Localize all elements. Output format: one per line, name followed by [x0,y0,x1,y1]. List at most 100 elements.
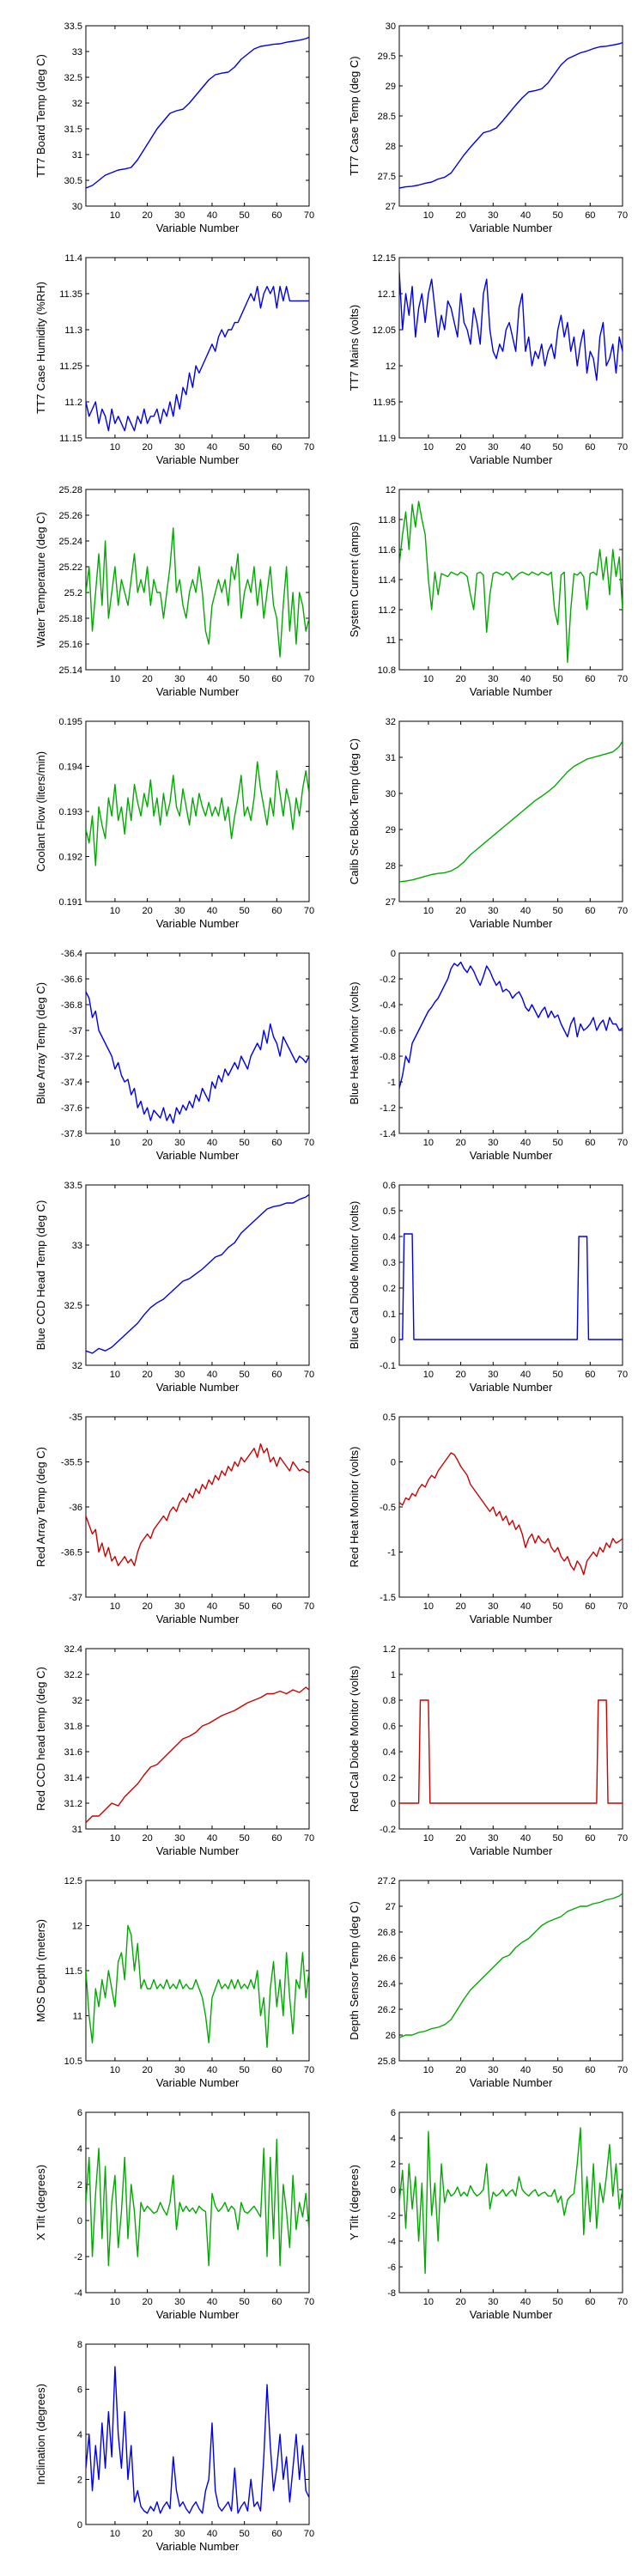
y-tick-label: 0 [77,2216,82,2227]
series-line [399,271,623,381]
y-axis-label: Blue Array Temp (deg C) [34,982,47,1104]
y-tick-label: -8 [387,2288,396,2299]
x-tick-label: 50 [553,2065,563,2075]
x-tick-label: 40 [207,210,217,221]
y-axis-label: Red Heat Monitor (volts) [348,1447,361,1568]
chart-panel-4: 10 20 30 40 50 60 70 11.9 11.95 12 12.05 12.1 12.15 V… [348,253,628,466]
series-line [399,2127,623,2275]
x-tick-label: 20 [455,1833,465,1844]
y-tick-label: 0.2 [383,1773,396,1783]
y-tick-label: -36.8 [61,1000,82,1011]
y-tick-label: 11.3 [64,325,82,336]
x-tick-label: 40 [520,2297,531,2307]
x-tick-label: 60 [585,2297,595,2307]
y-tick-label: 1.2 [383,1644,396,1655]
x-tick-label: 20 [142,674,152,684]
x-tick-label: 70 [304,906,314,916]
x-tick-label: 30 [174,906,185,916]
x-tick-label: 30 [174,674,185,684]
y-axis-label: Inclination (degrees) [34,2384,47,2485]
plot-frame [398,25,623,207]
x-tick-label: 30 [174,442,185,453]
x-tick-label: 30 [488,906,498,916]
y-tick-label: 30 [386,21,396,32]
x-tick-label: 70 [304,674,314,684]
x-axis-label: Variable Number [470,1149,553,1162]
y-tick-label: 32 [72,99,82,109]
x-tick-label: 70 [617,1370,628,1380]
x-tick-label: 40 [207,442,217,453]
chart-panel-7: 10 20 30 40 50 60 70 0.191 0.192 0.193 0.194 0.195 V… [34,717,314,930]
x-tick-label: 60 [271,2297,282,2307]
series-line [86,761,309,866]
y-tick-label: 0.6 [383,1181,396,1191]
x-tick-label: 10 [423,906,434,916]
x-tick-label: 20 [142,1370,152,1380]
x-axis-label: Variable Number [470,1613,553,1625]
y-tick-label: 32.5 [64,1301,82,1311]
plot-frame [398,720,623,902]
y-tick-label: 33.5 [64,1181,82,1191]
series-line [399,1893,623,2038]
x-tick-label: 60 [585,442,595,453]
x-axis-label: Variable Number [156,222,240,234]
y-tick-label: 26 [386,2031,396,2041]
series-line [86,991,309,1124]
x-tick-label: 30 [488,210,498,221]
x-tick-label: 70 [617,1138,628,1148]
y-axis-label: Red Cal Diode Monitor (volts) [348,1666,361,1813]
series-line [86,1443,309,1566]
chart-panel-13: 10 20 30 40 50 60 70 -37 -36.5 -36 -35.5 -35 Variabl… [34,1413,314,1625]
series-line [399,1452,623,1576]
y-tick-label: -0.6 [380,1026,396,1036]
x-tick-label: 60 [271,2529,282,2539]
plot-frame [398,1416,623,1598]
y-tick-label: 31 [386,753,396,763]
y-tick-label: 27.5 [378,172,396,182]
x-tick-label: 60 [585,1370,595,1380]
x-tick-label: 50 [553,1833,563,1844]
y-tick-label: 0 [77,2520,82,2530]
y-tick-label: 11.4 [378,575,396,586]
y-tick-label: 32 [386,717,396,727]
x-tick-label: 30 [174,2529,185,2539]
x-tick-label: 60 [271,442,282,453]
y-tick-label: 27 [386,202,396,212]
y-tick-label: 6 [77,2385,82,2396]
series-line [399,41,623,189]
x-axis-label: Variable Number [470,1381,553,1394]
y-tick-label: 32.5 [64,73,82,83]
x-tick-label: 30 [488,2065,498,2075]
series-line [399,961,623,1089]
y-tick-label: 31.4 [64,1773,82,1783]
y-tick-label: 12 [386,361,396,372]
x-tick-label: 10 [423,674,434,684]
x-tick-label: 10 [423,2297,434,2307]
x-tick-label: 20 [142,2297,152,2307]
y-axis-label: Y Tilt (degrees) [348,2165,361,2240]
x-tick-label: 70 [617,906,628,916]
x-tick-label: 40 [207,1370,217,1380]
x-tick-label: 20 [142,442,152,453]
y-axis-label: TT7 Case Humidity (%RH) [34,282,47,414]
y-tick-label: 4 [77,2430,82,2440]
x-tick-label: 70 [617,210,628,221]
y-tick-label: -35 [69,1413,82,1423]
chart-panel-16: 10 20 30 40 50 60 70 -0.2 0 0.2 0.4 0.6 0.8 1 1.2 Varia… [348,1644,628,1857]
y-tick-label: 0.8 [383,1696,396,1706]
y-tick-label: -37.4 [61,1078,82,1088]
y-tick-label: 28 [386,142,396,152]
chart-panel-9: 10 20 30 40 50 60 70 -37.8 -37.6 -37.4 -37.2 -37 -36… [34,949,314,1162]
x-tick-label: 60 [585,1138,595,1148]
plot-frame [398,952,623,1134]
y-tick-label: 28 [386,861,396,872]
y-axis-label: MOS Depth (meters) [34,1919,47,2022]
series-line [86,1686,309,1823]
plot-frame [85,25,310,207]
chart-panel-12: 10 20 30 40 50 60 70 -0.1 0 0.1 0.2 0.3 0.4 0.5 0.6 Var… [348,1181,628,1394]
y-tick-label: 31.6 [64,1747,82,1758]
x-tick-label: 50 [240,1601,250,1612]
x-tick-label: 50 [240,906,250,916]
x-axis-label: Variable Number [156,1149,240,1162]
